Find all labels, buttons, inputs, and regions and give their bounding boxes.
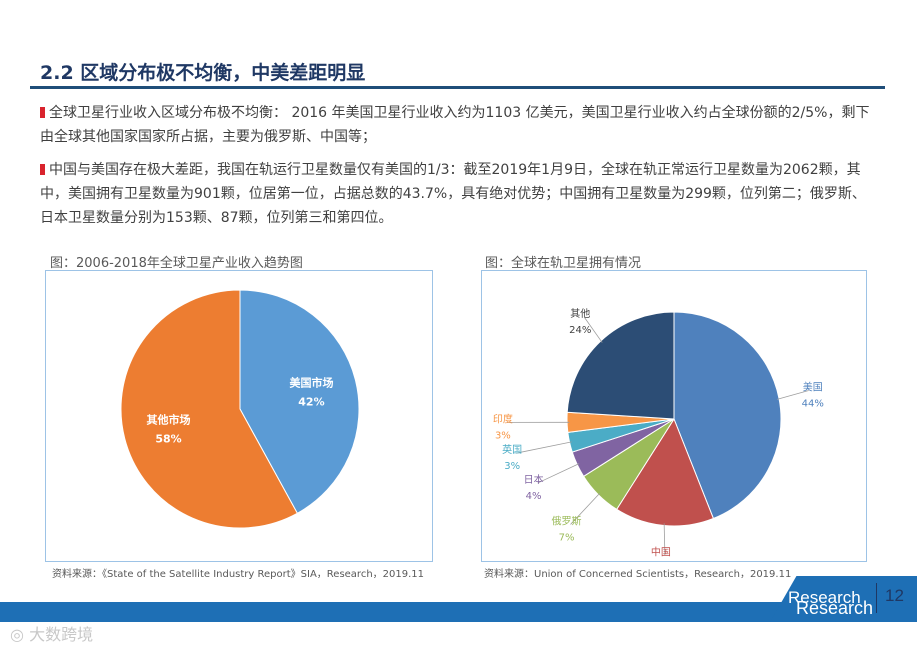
slice-label: 其他市场 [147,412,191,426]
bullet-marker [40,107,45,118]
slice-value: 24% [569,325,591,336]
leader-line [776,390,809,400]
footer-band [0,602,917,622]
page-title: 2.2 区域分布极不均衡，中美差距明显 [40,62,366,84]
page-divider [876,583,877,613]
figure-left-title: 图：2006-2018年全球卫星产业收入趋势图 [50,256,303,271]
leader-line [516,441,572,454]
page-number: 12 [885,586,904,605]
bullet-marker [40,164,45,175]
slice-value: 7% [559,532,575,543]
slice-label: 美国市场 [289,376,333,390]
slice-value: 42% [298,396,324,409]
bullet-satellite-count: 中国与美国存在极大差距，我国在轨运行卫星数量仅有美国的1/3：截至2019年1月… [40,158,870,230]
chart-panel-left: 美国市场 42% 其他市场 58% [45,270,433,562]
bullet-text: 全球卫星行业收入区域分布极不均衡： 2016 年美国卫星行业收入约为1103 亿… [40,105,870,145]
leader-line [663,523,666,556]
slice-label: 英国 [502,443,522,456]
brand-logo-echo: Research [796,598,874,618]
slice-label: 中国 [651,545,671,558]
figure-right-title: 图：全球在轨卫星拥有情况 [485,256,642,271]
slice-value: 3% [495,430,511,441]
watermark: ◎ 大数跨境 [10,621,93,645]
title-bar: 2.2 区域分布极不均衡，中美差距明显 [30,50,885,89]
slice-label: 其他 [570,307,590,320]
pie-slice-0 [239,289,360,514]
leader-line [537,463,580,484]
revenue-pie-chart: 美国市场 42% 其他市场 58% [120,289,360,529]
figure-right-source: 资料来源：Union of Concerned Scientists，Resea… [484,569,792,580]
slice-value: 44% [802,399,824,410]
pie-slice-1 [120,289,299,529]
figure-left-source: 资料来源：《State of the Satellite Industry Re… [52,569,425,580]
slice-label: 日本 [524,473,544,486]
slice-label: 美国 [803,381,823,394]
watermark-text: 大数跨境 [29,625,94,644]
slice-label: 印度 [493,412,513,425]
slice-label: 俄罗斯 [552,514,582,527]
brand-logo: Research [788,588,861,607]
wechat-icon: ◎ [10,625,24,644]
slice-value: 58% [155,432,181,445]
leader-line [583,316,603,343]
bullet-revenue: 全球卫星行业收入区域分布极不均衡： 2016 年美国卫星行业收入约为1103 亿… [40,101,870,149]
slice-value: 3% [504,461,520,472]
slice-value: 4% [526,491,542,502]
footer-wedge [770,576,917,622]
leader-line [570,492,601,525]
bullet-text: 中国与美国存在极大差距，我国在轨运行卫星数量仅有美国的1/3：截至2019年1月… [40,162,866,226]
